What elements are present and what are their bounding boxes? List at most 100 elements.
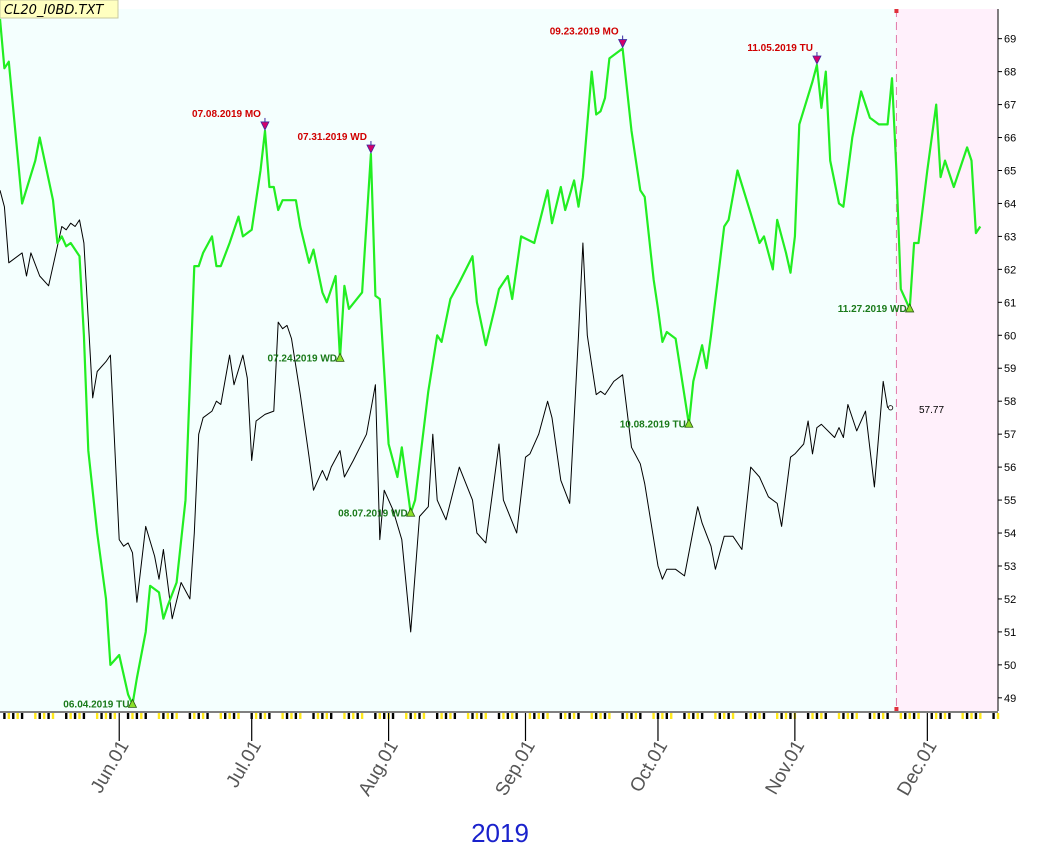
x-day-tick <box>497 713 501 719</box>
x-day-tick <box>731 713 735 719</box>
x-day-tick <box>268 713 271 719</box>
x-day-tick <box>528 713 532 719</box>
x-day-tick <box>329 713 333 719</box>
x-day-tick <box>360 713 364 719</box>
x-tick-label: Nov.01 <box>762 737 810 798</box>
x-day-tick <box>789 713 792 719</box>
x-day-tick <box>206 713 209 719</box>
x-day-tick <box>811 713 814 719</box>
y-tick-label: 50 <box>1004 660 1016 672</box>
x-day-tick <box>541 713 545 719</box>
x-day-tick <box>356 713 359 719</box>
x-day-tick <box>475 713 479 719</box>
x-day-tick <box>440 713 443 719</box>
x-day-tick <box>312 713 315 719</box>
projection-marker-bottom <box>894 707 899 711</box>
x-day-tick <box>599 713 602 719</box>
x-day-tick <box>683 713 686 719</box>
x-day-tick <box>692 713 695 719</box>
x-day-tick <box>546 713 549 719</box>
y-tick-label: 65 <box>1004 165 1016 177</box>
x-day-tick <box>996 713 1000 719</box>
x-day-tick <box>815 713 819 719</box>
x-day-tick <box>294 713 298 719</box>
x-day-tick <box>842 713 845 719</box>
x-day-tick <box>51 713 55 719</box>
last-value-label: 57.77 <box>919 405 944 416</box>
x-day-tick <box>608 713 611 719</box>
y-tick-label: 51 <box>1004 627 1016 639</box>
x-day-tick <box>263 713 267 719</box>
x-day-tick <box>16 713 19 719</box>
x-day-tick <box>347 713 351 719</box>
x-day-tick <box>418 713 421 719</box>
trough-marker <box>406 507 416 517</box>
x-day-tick <box>594 713 598 719</box>
y-tick-label: 64 <box>1004 198 1016 210</box>
x-day-tick <box>515 713 518 719</box>
trough-label: 10.08.2019 TU <box>620 419 686 430</box>
x-day-tick <box>714 713 717 719</box>
x-day-tick <box>577 713 580 719</box>
trough-marker <box>335 352 345 362</box>
x-day-tick <box>162 713 165 719</box>
y-tick-label: 57 <box>1004 429 1016 441</box>
trough-marker <box>684 418 694 428</box>
x-day-tick <box>700 713 704 719</box>
series-secondary-line <box>0 190 889 633</box>
x-day-tick <box>886 713 889 719</box>
x-day-tick <box>970 713 973 719</box>
y-tick-label: 60 <box>1004 330 1016 342</box>
x-day-tick <box>753 713 757 719</box>
peak-label: 07.08.2019 MO <box>192 109 261 120</box>
x-tick-label: Oct.01 <box>626 737 672 796</box>
x-day-tick <box>413 713 417 719</box>
x-day-tick <box>422 713 426 719</box>
x-day-tick <box>930 713 933 719</box>
x-day-tick <box>824 713 827 719</box>
x-day-tick <box>881 713 885 719</box>
x-day-tick <box>758 713 761 719</box>
x-day-tick <box>109 713 112 719</box>
x-day-tick <box>42 713 46 719</box>
x-day-tick <box>449 713 452 719</box>
series-main-line <box>0 18 982 706</box>
x-day-tick <box>506 713 510 719</box>
x-day-tick <box>559 713 563 719</box>
x-day-tick <box>140 713 143 719</box>
x-day-tick <box>466 713 470 719</box>
file-label-box <box>0 0 119 19</box>
x-day-tick <box>391 713 395 719</box>
x-day-tick <box>776 713 779 719</box>
x-day-tick <box>405 713 408 719</box>
y-tick-label: 54 <box>1004 528 1016 540</box>
x-day-tick <box>484 713 487 719</box>
x-day-tick <box>224 713 227 719</box>
x-day-tick <box>851 713 854 719</box>
x-day-tick <box>73 713 77 719</box>
x-day-tick <box>193 713 196 719</box>
x-day-tick <box>299 713 302 719</box>
x-day-tick <box>992 713 995 719</box>
x-day-tick <box>723 713 726 719</box>
file-label: CL20_I0BD.TXT <box>4 3 104 18</box>
x-day-tick <box>837 713 841 719</box>
trough-label: 11.27.2019 WD <box>838 304 907 315</box>
x-day-tick <box>471 713 474 719</box>
x-day-tick <box>435 713 439 719</box>
last-value-marker <box>888 405 894 411</box>
x-tick-label: Jun.01 <box>87 737 134 797</box>
x-day-tick <box>171 713 174 719</box>
y-tick-label: 49 <box>1004 693 1016 705</box>
plot-area <box>0 9 897 711</box>
x-day-tick <box>343 713 346 719</box>
x-day-tick <box>634 713 638 719</box>
x-day-tick <box>965 713 969 719</box>
x-day-tick <box>855 713 858 719</box>
y-tick-label: 62 <box>1004 264 1016 276</box>
x-day-tick <box>20 713 24 719</box>
x-day-tick <box>572 713 576 719</box>
x-day-tick <box>974 713 978 719</box>
x-day-tick <box>201 713 205 719</box>
